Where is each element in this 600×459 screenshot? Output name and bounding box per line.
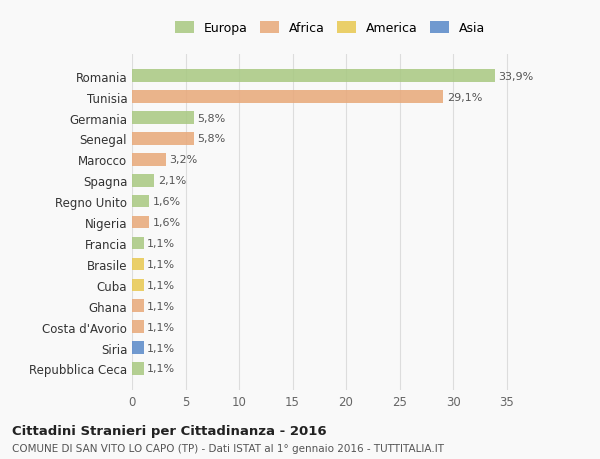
Bar	[132, 279, 144, 291]
Text: COMUNE DI SAN VITO LO CAPO (TP) - Dati ISTAT al 1° gennaio 2016 - TUTTITALIA.IT: COMUNE DI SAN VITO LO CAPO (TP) - Dati I…	[12, 443, 444, 453]
Bar	[132, 258, 144, 271]
Bar	[132, 174, 154, 187]
Text: 5,8%: 5,8%	[197, 134, 226, 144]
Bar	[132, 112, 194, 124]
Text: 1,1%: 1,1%	[147, 280, 175, 290]
Text: 1,1%: 1,1%	[147, 259, 175, 269]
Bar	[132, 300, 144, 312]
Bar	[132, 91, 443, 104]
Text: 1,1%: 1,1%	[147, 239, 175, 248]
Bar	[132, 363, 144, 375]
Text: 1,1%: 1,1%	[147, 322, 175, 332]
Bar	[132, 154, 166, 166]
Text: 2,1%: 2,1%	[158, 176, 186, 186]
Text: 1,1%: 1,1%	[147, 301, 175, 311]
Text: 33,9%: 33,9%	[498, 72, 533, 82]
Text: 1,6%: 1,6%	[152, 218, 181, 228]
Text: 29,1%: 29,1%	[446, 92, 482, 102]
Bar	[132, 133, 194, 146]
Legend: Europa, Africa, America, Asia: Europa, Africa, America, Asia	[171, 18, 489, 39]
Text: 3,2%: 3,2%	[169, 155, 198, 165]
Text: Cittadini Stranieri per Cittadinanza - 2016: Cittadini Stranieri per Cittadinanza - 2…	[12, 425, 326, 437]
Bar	[132, 321, 144, 333]
Text: 5,8%: 5,8%	[197, 113, 226, 123]
Text: 1,1%: 1,1%	[147, 364, 175, 374]
Text: 1,1%: 1,1%	[147, 343, 175, 353]
Bar	[132, 196, 149, 208]
Bar	[132, 216, 149, 229]
Bar	[132, 341, 144, 354]
Text: 1,6%: 1,6%	[152, 197, 181, 207]
Bar	[132, 70, 495, 83]
Bar	[132, 237, 144, 250]
